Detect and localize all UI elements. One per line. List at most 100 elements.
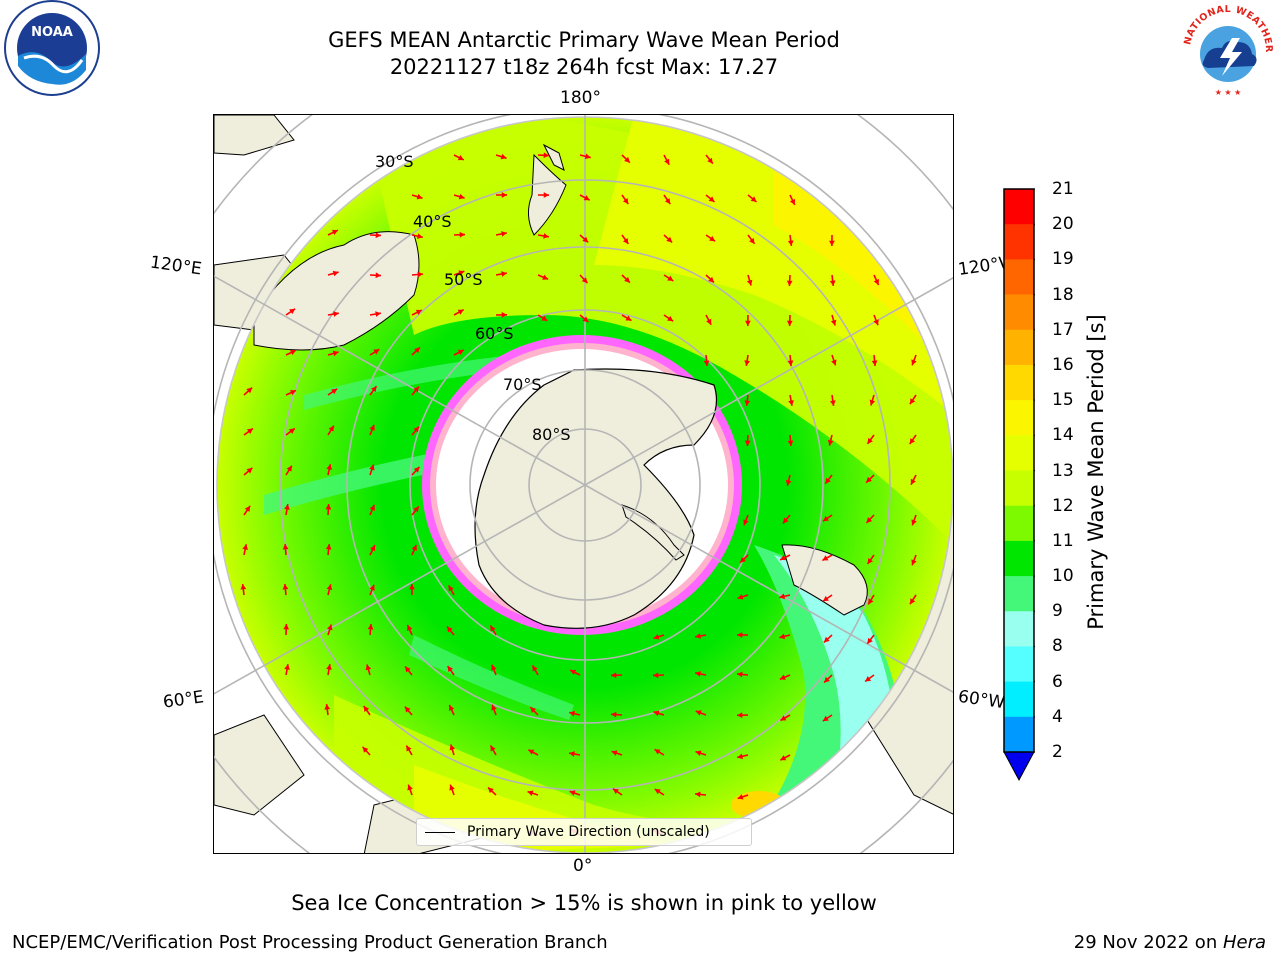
wave-arrow-head xyxy=(325,544,332,550)
colorbar-band xyxy=(1004,435,1034,471)
wave-arrow-head xyxy=(666,236,673,243)
wave-arrow-head xyxy=(581,277,588,284)
wave-arrow-head xyxy=(624,276,630,283)
colorbar-band xyxy=(1004,611,1034,647)
wave-arrow-head xyxy=(490,745,496,752)
noaa-logo-icon: NOAA xyxy=(4,0,100,96)
colorbar-tick-label: 19 xyxy=(1052,249,1074,270)
wave-arrow-head xyxy=(326,584,333,591)
wave-arrow-head xyxy=(750,196,757,202)
lon-label-0: 0° xyxy=(573,856,593,876)
wave-arrow-head xyxy=(282,544,289,550)
wave-arrow-head xyxy=(363,705,370,712)
wave-arrow-head xyxy=(582,236,589,243)
colorbar-band xyxy=(1004,400,1034,436)
wave-arrow-head xyxy=(737,794,744,800)
wave-arrow-head xyxy=(501,271,507,277)
wave-arrow-head xyxy=(780,554,787,561)
wave-arrow-head xyxy=(740,556,746,563)
wave-arrow-head xyxy=(584,153,591,160)
wave-arrow-head xyxy=(331,388,338,395)
colorbar-label: Primary Wave Mean Period [s] xyxy=(1084,314,1108,630)
wave-arrow-head xyxy=(611,750,618,756)
wave-arrow-head xyxy=(448,705,455,712)
wave-arrow-head xyxy=(415,309,422,315)
colorbar-band xyxy=(1004,716,1034,753)
wave-arrow-head xyxy=(447,666,454,673)
wave-arrow-head xyxy=(622,238,629,244)
wave-arrow-head xyxy=(569,710,576,717)
wave-arrow-head xyxy=(708,276,715,283)
colorbar-tick-label: 20 xyxy=(1052,214,1074,235)
wave-arrow-head xyxy=(246,428,253,434)
wave-arrow-head xyxy=(871,360,878,366)
wave-arrow-head xyxy=(737,712,743,719)
colorbar-tick-label: 4 xyxy=(1052,706,1063,727)
wave-arrow-head xyxy=(367,624,374,630)
wave-arrow-head xyxy=(242,544,248,550)
wave-arrow-head xyxy=(246,387,253,394)
wave-arrow-head xyxy=(375,272,381,279)
arrow-legend: Primary Wave Direction (unscaled) xyxy=(416,818,752,846)
wave-arrow-head xyxy=(653,710,660,717)
wave-arrow-head xyxy=(413,506,419,513)
graticule xyxy=(214,115,953,853)
wave-arrow-head xyxy=(416,193,423,200)
colorbar-band xyxy=(1004,259,1034,296)
wave-arrow-head xyxy=(569,751,575,757)
polar-map xyxy=(214,115,953,853)
colorbar-tick-label: 18 xyxy=(1052,284,1074,305)
wave-arrow-head xyxy=(745,320,751,326)
colorbar-tick-label: 21 xyxy=(1052,179,1074,199)
wave-arrow-head xyxy=(457,309,464,315)
wave-arrow-head xyxy=(569,790,576,796)
wave-arrow-head xyxy=(866,476,872,483)
wave-arrow-head xyxy=(695,671,701,677)
wave-arrow-head xyxy=(373,349,380,355)
wave-arrow-head xyxy=(362,746,369,753)
wave-arrow-head xyxy=(909,598,916,605)
wave-arrow-head xyxy=(413,386,419,393)
wave-arrow-head xyxy=(667,315,674,322)
colorbar-band xyxy=(1004,329,1034,366)
wave-arrow-head xyxy=(528,749,535,755)
wave-arrow-head xyxy=(409,584,415,590)
wave-arrow-head xyxy=(288,428,295,434)
wave-arrow-head xyxy=(779,674,786,680)
wave-arrow-head xyxy=(746,279,753,286)
wave-arrow-head xyxy=(625,315,632,321)
lon-label-60w: 60°W xyxy=(956,686,1007,714)
wave-arrow-head xyxy=(743,519,749,526)
wave-arrow-head xyxy=(695,750,702,757)
wave-arrow-head xyxy=(695,791,701,798)
wave-arrow-head xyxy=(825,477,831,484)
wave-arrow-head xyxy=(244,505,251,512)
wave-arrow-head xyxy=(490,625,496,632)
wave-arrow-head xyxy=(910,478,916,485)
wave-arrow-head xyxy=(282,584,289,590)
wave-arrow-head xyxy=(326,464,333,471)
wave-arrow-head xyxy=(709,235,716,242)
wave-arrow-head xyxy=(707,157,713,164)
wave-arrow-head xyxy=(501,312,507,318)
sea-ice-note: Sea Ice Concentration > 15% is shown in … xyxy=(291,891,877,915)
wave-arrow-head xyxy=(491,704,497,711)
wave-arrow-head xyxy=(664,198,671,205)
wave-arrow-head xyxy=(737,594,744,600)
wave-arrow-head xyxy=(543,192,549,198)
wave-arrow-head xyxy=(289,349,296,356)
map-panel xyxy=(213,114,954,854)
wave-arrow-head xyxy=(664,158,670,165)
wave-arrow-head xyxy=(830,319,837,326)
lat-label-40s: 40°S xyxy=(413,212,452,231)
wave-arrow-head xyxy=(491,664,497,671)
wave-arrow-head xyxy=(611,711,617,718)
wave-arrow-head xyxy=(414,347,420,354)
wave-arrow-head xyxy=(328,425,334,432)
colorbar-tick-label: 11 xyxy=(1052,530,1074,551)
wave-arrow-head xyxy=(365,664,372,671)
wave-arrow-head xyxy=(532,665,538,672)
footer-date: 29 Nov 2022 on Hera xyxy=(1074,932,1266,953)
wave-arrow-head xyxy=(786,280,793,286)
wave-arrow-head xyxy=(911,359,917,366)
